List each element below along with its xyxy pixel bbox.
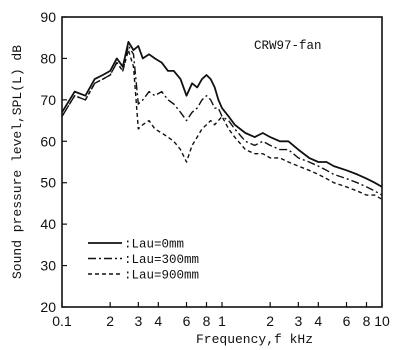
x-tick-label: 4 [154, 313, 162, 329]
legend-label: :Lau=0mm [124, 238, 184, 252]
series-line-dashed [61, 49, 383, 200]
x-axis-label: Frequency,f kHz [196, 332, 313, 347]
legend-label: :Lau=900mm [124, 269, 199, 283]
x-tick-label: 3 [294, 313, 302, 329]
x-tick-label: 3 [134, 313, 142, 329]
series-line-dash-dot [61, 45, 383, 196]
y-tick-label: 50 [40, 175, 56, 191]
series-lines [61, 41, 383, 200]
y-tick-label: 30 [40, 258, 56, 274]
legend-label: :Lau=300mm [124, 253, 199, 267]
y-axis-label: Sound pressure level,SPL(L) dB [10, 45, 25, 279]
series-line-solid [61, 41, 383, 188]
x-tick-label: 0.1 [52, 313, 72, 329]
chart-annotation: CRW97-fan [254, 39, 322, 53]
y-tick-label: 60 [40, 133, 56, 149]
y-tick-labels: 20 30 40 50 60 70 80 90 [40, 9, 56, 315]
x-tick-label: 6 [183, 313, 191, 329]
x-tick-label: 8 [203, 313, 211, 329]
x-tick-label: 4 [314, 313, 322, 329]
y-tick-label: 80 [40, 50, 56, 66]
axis-ticks [61, 16, 383, 308]
plot-frame [61, 16, 383, 308]
x-tick-label: 8 [363, 313, 371, 329]
x-tick-label: 6 [343, 313, 351, 329]
x-tick-label: 2 [266, 313, 274, 329]
x-tick-label: 1 [218, 313, 226, 329]
x-tick-label: 2 [106, 313, 114, 329]
y-tick-label: 40 [40, 216, 56, 232]
x-tick-label: 10 [374, 313, 390, 329]
x-tick-labels: 0.1 2 3 4 6 8 1 2 3 4 6 8 10 [52, 313, 390, 329]
legend: :Lau=0mm:Lau=300mm :Lau=900mm [88, 238, 199, 283]
y-tick-label: 20 [40, 299, 56, 315]
y-tick-label: 90 [40, 9, 56, 25]
y-tick-label: 70 [40, 92, 56, 108]
